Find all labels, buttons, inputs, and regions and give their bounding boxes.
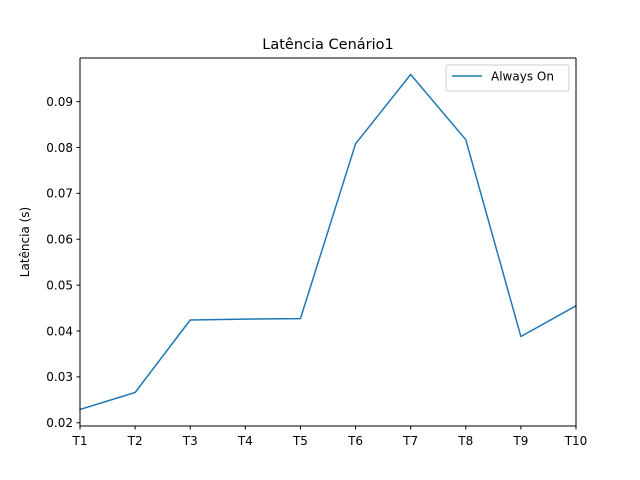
x-tick-label: T2: [127, 434, 143, 448]
x-tick-label: T1: [72, 434, 88, 448]
x-tick-label: T3: [182, 434, 198, 448]
x-tick-label: T9: [512, 434, 528, 448]
y-tick-label: 0.04: [46, 324, 73, 338]
plot-area-background: [80, 58, 576, 426]
x-axis-ticks: T1 T2 T3 T4 T5 T6 T7 T8 T9 T10: [72, 426, 588, 448]
y-tick-label: 0.07: [46, 187, 73, 201]
series-line-always-on: [79, 73, 578, 411]
chart-title: Latência Cenário1: [262, 37, 393, 53]
legend-label: Always On: [491, 69, 554, 83]
x-tick-label: T8: [457, 434, 473, 448]
x-tick-label: T6: [347, 434, 363, 448]
y-axis-ticks: 0.02 0.03 0.04 0.05 0.06 0.07 0.08 0.09: [46, 95, 80, 430]
axes-frame: [79, 57, 577, 427]
y-axis-label: Latência (s): [18, 207, 32, 277]
y-tick-label: 0.08: [46, 141, 73, 155]
x-tick-label: T5: [292, 434, 308, 448]
y-tick-label: 0.06: [46, 233, 73, 247]
x-tick-label: T4: [237, 434, 253, 448]
y-tick-label: 0.05: [46, 278, 73, 292]
legend: Always On: [445, 64, 570, 92]
y-tick-label: 0.09: [46, 95, 73, 109]
x-tick-label: T10: [564, 434, 588, 448]
y-tick-label: 0.02: [46, 416, 73, 430]
legend-box: [445, 64, 570, 92]
y-tick-label: 0.03: [46, 370, 73, 384]
x-tick-label: T7: [402, 434, 418, 448]
